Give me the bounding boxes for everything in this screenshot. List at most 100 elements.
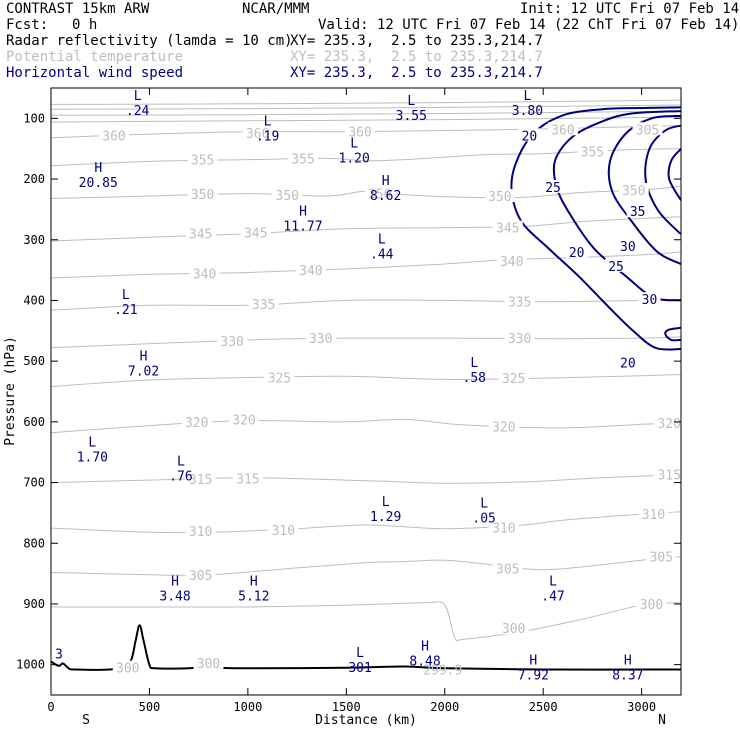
wind-label: 25 — [608, 260, 624, 275]
theta-contour-390 — [51, 104, 681, 110]
terrain-line — [51, 624, 681, 671]
theta-label: 350 — [488, 190, 511, 205]
theta-label: 330 — [508, 332, 531, 347]
extremum-value: .47 — [541, 590, 564, 605]
forecast-value: 0 h — [72, 17, 98, 33]
theta-label-bg — [577, 144, 608, 158]
wind-contour-40 — [667, 148, 681, 201]
theta-label-bg — [185, 567, 216, 581]
extremum-marker: L — [177, 455, 185, 470]
extremum-marker: L — [378, 232, 386, 247]
wind-label: 30 — [620, 240, 636, 255]
x-tick-label: 0 — [47, 700, 54, 714]
extremum-value: 8.48 — [409, 655, 440, 670]
theta-label: 355 — [191, 154, 214, 169]
theta-contour-300 — [51, 601, 681, 642]
theta-label: 355 — [581, 146, 604, 161]
extremum-value: 1.29 — [370, 510, 401, 525]
wind-contour-30 — [607, 114, 681, 265]
theta-label-bg — [272, 187, 303, 201]
extremum-value: 5.12 — [238, 590, 269, 605]
theta-contour-330 — [51, 336, 681, 349]
extremum-value: .76 — [169, 470, 192, 485]
theta-label: 315 — [657, 469, 680, 484]
theta-label-bg — [654, 467, 681, 481]
theta-label: 300 — [197, 657, 220, 672]
extremum-marker: L — [122, 288, 130, 303]
theta-label: 360 — [102, 129, 125, 144]
x-tick-label: 2000 — [430, 700, 459, 714]
y-tick-label: 300 — [23, 233, 45, 247]
theta-label: 350 — [368, 188, 391, 203]
x-tick-label: 500 — [139, 700, 161, 714]
extremum-marker: H — [250, 575, 258, 590]
wind-label: 35 — [630, 205, 646, 220]
south-label: S — [82, 713, 90, 728]
theta-contour-355 — [51, 148, 681, 167]
wind-label: 30 — [642, 293, 658, 308]
wind-label: 25 — [545, 181, 561, 196]
theta-label: 310 — [642, 508, 665, 523]
theta-label-bg — [492, 561, 523, 575]
theta-label-bg — [504, 294, 535, 308]
theta-label-bg — [242, 125, 273, 139]
wind-label-bg — [638, 292, 661, 306]
extremum-marker: L — [407, 94, 415, 109]
extremum-marker: L — [382, 495, 390, 510]
theta-label: 350 — [622, 184, 645, 199]
y-tick-label: 600 — [23, 415, 45, 429]
extremum-value: .21 — [114, 303, 137, 318]
theta-label: 340 — [299, 264, 322, 279]
extremum-marker: L — [134, 89, 142, 104]
theta-label: 305 — [650, 551, 673, 566]
theta-contours — [51, 99, 681, 642]
theta-label-bg — [228, 412, 259, 426]
extremum-marker: L — [350, 136, 358, 151]
theta-label: 335 — [508, 296, 531, 311]
theta-contour-310 — [51, 511, 681, 534]
wind-label-bg — [542, 179, 565, 193]
theta-label: 305 — [189, 569, 212, 584]
extremum-value: 3.55 — [396, 109, 427, 124]
y-tick-label: 800 — [23, 536, 45, 550]
extra-label: 299.9 — [423, 664, 462, 679]
theta-label-bg — [99, 128, 129, 142]
extremum-marker: H — [421, 640, 429, 655]
theta-label-bg — [488, 419, 519, 433]
theta-label-bg — [547, 122, 578, 136]
wind-contour-20 — [510, 106, 681, 351]
theta-label-bg — [498, 621, 529, 635]
theta-label-bg — [217, 334, 248, 348]
theta-label-bg — [185, 524, 216, 538]
extremum-value: .19 — [256, 130, 279, 145]
theta-label: 360 — [551, 123, 574, 138]
theta-label: 320 — [492, 421, 515, 436]
theta-label-bg — [504, 331, 535, 345]
y-tick-label: 100 — [23, 111, 45, 125]
x-tick-label: 3000 — [627, 700, 656, 714]
theta-label: 315 — [189, 473, 212, 488]
theta-label: 305 — [636, 123, 659, 138]
axes: 0 500 1000 1500 2000 2500 3000 100 200 300 400 500 6… — [16, 88, 681, 714]
field-theta-xy: XY= 235.3, 2.5 to 235.3,214.7 — [290, 49, 543, 65]
theta-label: 345 — [496, 222, 519, 237]
wind-label-bg — [616, 355, 639, 369]
theta-contour-315 — [51, 474, 681, 484]
theta-label: 345 — [189, 228, 212, 243]
theta-label: 310 — [189, 525, 212, 540]
theta-label-bg — [187, 152, 218, 166]
theta-label-bg — [638, 507, 669, 521]
extremum-marker: L — [356, 646, 364, 661]
extremum-marker: L — [524, 89, 532, 104]
org-label: NCAR/MMM — [242, 1, 310, 17]
theta-label-bg — [654, 416, 681, 430]
theta-label-bg — [345, 124, 376, 138]
field-theta-name: Potential temperature — [6, 49, 184, 65]
extremum-value: .58 — [463, 371, 486, 386]
wind-label-bg — [565, 244, 588, 258]
wind-contour-30 — [664, 326, 681, 342]
theta-label-bg — [488, 520, 519, 534]
field-wind-xy: XY= 235.3, 2.5 to 235.3,214.7 — [290, 65, 543, 81]
theta-label-bg — [288, 151, 318, 165]
wind-label-bg — [616, 238, 639, 252]
